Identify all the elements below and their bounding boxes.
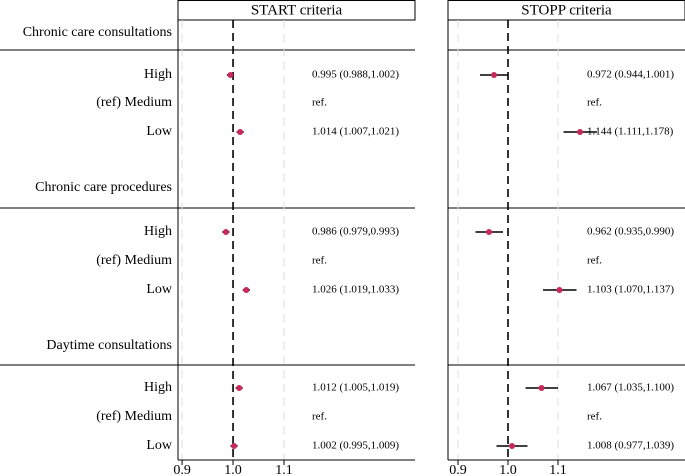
value-label: 1.026 (1.019,1.033) bbox=[312, 284, 399, 296]
row-label: High bbox=[144, 380, 172, 395]
row-label: Low bbox=[146, 282, 173, 297]
value-label: 1.144 (1.111,1.178) bbox=[587, 126, 674, 138]
x-tick-label: 1.0 bbox=[224, 463, 242, 476]
value-label: ref. bbox=[312, 411, 327, 423]
panel-title: START criteria bbox=[251, 2, 343, 18]
group-header: Chronic care procedures bbox=[35, 180, 172, 195]
value-label: 1.008 (0.977,1.039) bbox=[587, 440, 674, 452]
group-header: Chronic care consultations bbox=[23, 25, 172, 40]
point-estimate bbox=[556, 287, 563, 293]
point-estimate bbox=[236, 385, 243, 391]
point-estimate bbox=[243, 287, 250, 293]
point-estimate bbox=[491, 72, 497, 78]
value-label: 1.002 (0.995,1.009) bbox=[312, 440, 399, 452]
value-label: 1.014 (1.007,1.021) bbox=[312, 126, 399, 138]
value-label: ref. bbox=[312, 255, 327, 267]
value-label: ref. bbox=[587, 411, 602, 423]
row-label: High bbox=[144, 67, 172, 82]
panel-title-box bbox=[177, 0, 416, 21]
row-label: Low bbox=[146, 124, 173, 139]
point-estimate bbox=[538, 385, 545, 391]
row-label: (ref) Medium bbox=[96, 253, 172, 268]
point-estimate bbox=[231, 443, 238, 449]
x-tick-label: 1.1 bbox=[549, 463, 567, 476]
row-label: (ref) Medium bbox=[96, 409, 172, 424]
value-label: 1.012 (1.005,1.019) bbox=[312, 382, 399, 394]
value-label: 0.972 (0.944,1.001) bbox=[587, 69, 674, 81]
value-label: 0.986 (0.979,0.993) bbox=[312, 226, 399, 238]
point-estimate bbox=[486, 229, 492, 235]
value-label: 1.067 (1.035,1.100) bbox=[587, 382, 674, 394]
group-header: Daytime consultations bbox=[46, 338, 172, 353]
panel-title-box bbox=[447, 0, 685, 21]
x-tick-label: 1.0 bbox=[499, 463, 517, 476]
value-label: ref. bbox=[587, 255, 602, 267]
panel-title: STOPP criteria bbox=[521, 2, 612, 18]
point-estimate bbox=[227, 72, 234, 78]
x-tick-label: 1.1 bbox=[275, 463, 293, 476]
value-label: ref. bbox=[312, 97, 327, 109]
x-tick-label: 0.9 bbox=[449, 463, 467, 476]
value-label: 0.995 (0.988,1.002) bbox=[312, 69, 399, 81]
row-label: Low bbox=[146, 438, 173, 453]
value-label: 0.962 (0.935,0.990) bbox=[587, 226, 674, 238]
x-tick-label: 0.9 bbox=[173, 463, 191, 476]
point-estimate bbox=[222, 229, 229, 235]
value-label: 1.103 (1.070,1.137) bbox=[587, 284, 674, 296]
row-label: (ref) Medium bbox=[96, 95, 172, 110]
value-label: ref. bbox=[587, 97, 602, 109]
point-estimate bbox=[577, 129, 583, 135]
row-label: High bbox=[144, 224, 172, 239]
point-estimate bbox=[237, 129, 244, 135]
point-estimate bbox=[509, 443, 515, 449]
